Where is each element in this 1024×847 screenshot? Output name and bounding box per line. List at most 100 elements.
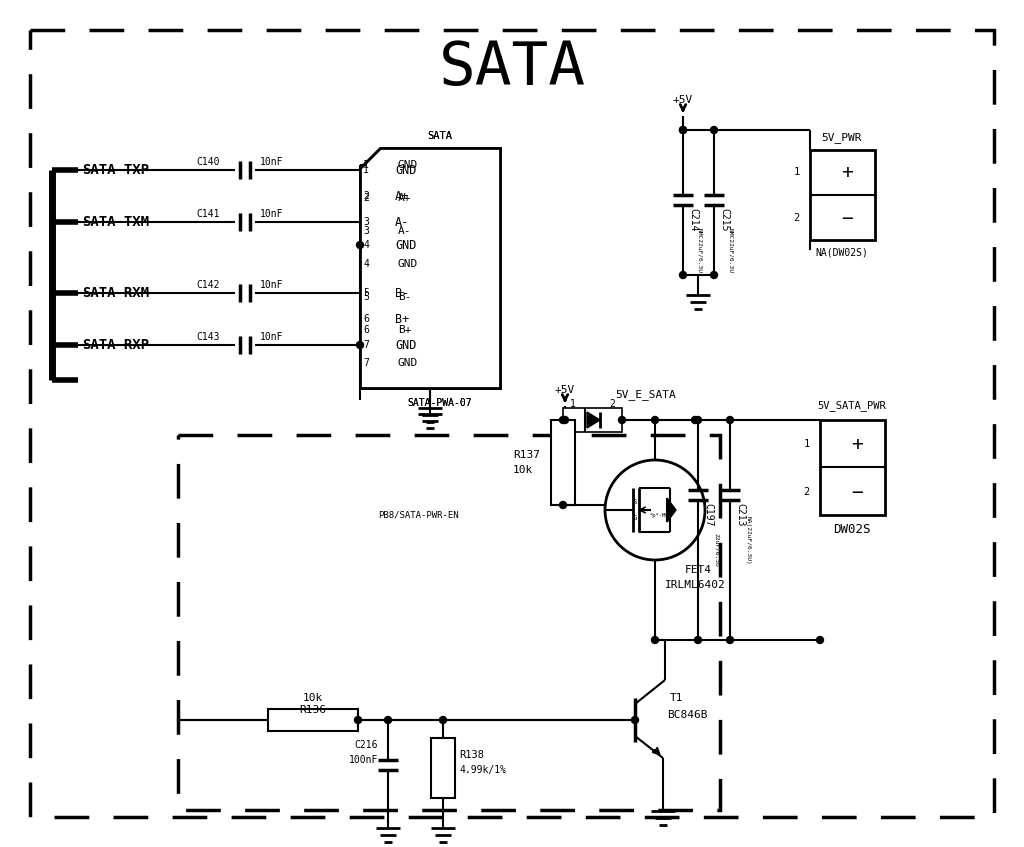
Text: A+: A+ xyxy=(398,193,412,203)
Text: 10nF: 10nF xyxy=(260,209,284,219)
Text: 5V_SATA_PWR: 5V_SATA_PWR xyxy=(817,401,887,412)
Text: NMC22uF/6.3U: NMC22uF/6.3U xyxy=(697,228,702,273)
Text: 5V_PWR: 5V_PWR xyxy=(821,132,862,143)
Text: SATA: SATA xyxy=(438,38,586,97)
Text: +: + xyxy=(841,163,853,181)
Text: 1: 1 xyxy=(804,439,810,449)
Text: A+: A+ xyxy=(395,190,410,202)
Text: GND: GND xyxy=(395,339,417,352)
Circle shape xyxy=(691,417,698,424)
Circle shape xyxy=(384,717,391,723)
Bar xyxy=(563,408,622,432)
Text: GND: GND xyxy=(398,160,418,170)
Circle shape xyxy=(726,417,733,424)
Circle shape xyxy=(356,241,364,248)
Text: GND: GND xyxy=(398,259,418,269)
Text: +: + xyxy=(851,435,863,453)
Circle shape xyxy=(680,126,686,134)
Circle shape xyxy=(680,272,686,279)
Text: BC846B: BC846B xyxy=(667,710,708,720)
Text: 6: 6 xyxy=(362,314,369,324)
Text: 10nF: 10nF xyxy=(260,157,284,167)
Circle shape xyxy=(711,272,718,279)
Text: B+: B+ xyxy=(398,325,412,335)
Polygon shape xyxy=(667,498,676,522)
Bar xyxy=(810,150,874,240)
Text: 5: 5 xyxy=(362,292,369,302)
Text: IRLML6402: IRLML6402 xyxy=(665,580,726,590)
Bar xyxy=(268,709,358,731)
Text: SATA: SATA xyxy=(427,131,453,141)
Text: PB8/SATA-PWR-EN: PB8/SATA-PWR-EN xyxy=(378,511,459,519)
Text: *p*-MOS: *p*-MOS xyxy=(650,512,673,518)
Circle shape xyxy=(651,636,658,644)
Text: C215: C215 xyxy=(719,208,729,232)
Text: C143: C143 xyxy=(196,332,219,342)
Circle shape xyxy=(356,341,364,348)
Text: 3: 3 xyxy=(362,226,369,236)
Text: 10k: 10k xyxy=(303,693,324,703)
Text: 1: 1 xyxy=(362,165,369,175)
Text: B-: B- xyxy=(398,292,412,302)
Text: 4: 4 xyxy=(362,259,369,269)
Text: A-: A- xyxy=(395,215,410,229)
Text: C142: C142 xyxy=(196,280,219,290)
Polygon shape xyxy=(587,412,600,428)
Text: 6: 6 xyxy=(362,325,369,335)
Text: SATA-TXM: SATA-TXM xyxy=(82,215,150,229)
Text: 1: 1 xyxy=(794,167,800,177)
Bar xyxy=(431,738,455,798)
Text: R138: R138 xyxy=(459,750,484,760)
Text: 2: 2 xyxy=(804,487,810,497)
Text: R136: R136 xyxy=(299,705,327,715)
Text: SATA: SATA xyxy=(427,131,453,141)
Text: GND: GND xyxy=(398,358,418,368)
Text: +5V: +5V xyxy=(555,385,575,395)
Circle shape xyxy=(680,126,686,134)
Text: +5V: +5V xyxy=(673,95,693,105)
Text: C216: C216 xyxy=(354,740,378,750)
Text: DW02S: DW02S xyxy=(834,523,870,535)
Circle shape xyxy=(816,636,823,644)
Text: FET4: FET4 xyxy=(685,565,712,575)
Text: 5: 5 xyxy=(362,288,369,298)
Text: −: − xyxy=(851,483,863,501)
Text: C140: C140 xyxy=(196,157,219,167)
Text: 1: 1 xyxy=(570,399,575,409)
Text: 10k: 10k xyxy=(513,465,534,475)
Text: 2: 2 xyxy=(794,213,800,223)
Circle shape xyxy=(439,717,446,723)
Bar xyxy=(551,420,575,505)
Text: 3: 3 xyxy=(362,217,369,227)
Text: GND: GND xyxy=(395,163,417,176)
Circle shape xyxy=(561,417,568,424)
Text: 22uF/6.3U: 22uF/6.3U xyxy=(714,533,719,567)
Text: C197: C197 xyxy=(703,503,713,527)
Polygon shape xyxy=(360,148,500,388)
Text: R137: R137 xyxy=(513,450,540,460)
Text: 10nF: 10nF xyxy=(260,332,284,342)
Text: SATA-RXM: SATA-RXM xyxy=(82,286,150,300)
Text: 100nF: 100nF xyxy=(348,755,378,765)
Text: 10nF: 10nF xyxy=(260,280,284,290)
Text: 7: 7 xyxy=(362,340,369,350)
Circle shape xyxy=(354,717,361,723)
Text: 4: 4 xyxy=(362,240,369,250)
Polygon shape xyxy=(360,148,500,388)
Text: GND: GND xyxy=(395,239,417,252)
Circle shape xyxy=(618,417,626,424)
Text: S: S xyxy=(633,499,637,505)
Circle shape xyxy=(559,501,566,508)
Circle shape xyxy=(651,417,658,424)
Text: SATA-RXP: SATA-RXP xyxy=(82,338,150,352)
Text: 2: 2 xyxy=(362,191,369,201)
Circle shape xyxy=(694,417,701,424)
Text: C214: C214 xyxy=(688,208,698,232)
Text: NMC22uF/6.3U: NMC22uF/6.3U xyxy=(728,228,733,273)
Text: 2: 2 xyxy=(609,399,615,409)
Circle shape xyxy=(632,717,639,723)
Circle shape xyxy=(694,636,701,644)
Text: 1: 1 xyxy=(362,160,369,170)
Text: T1: T1 xyxy=(670,693,683,703)
Text: NA(DW02S): NA(DW02S) xyxy=(815,247,868,257)
